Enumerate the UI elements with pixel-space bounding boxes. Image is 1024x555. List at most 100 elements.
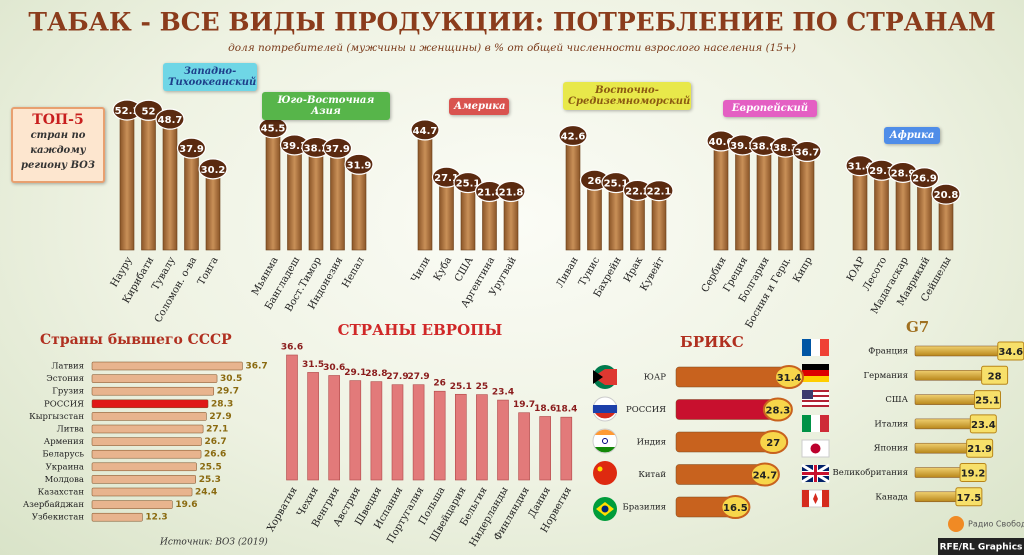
bar: [914, 467, 963, 478]
y-tick-label: Грузия: [52, 387, 84, 397]
value-label: 37.9: [179, 144, 204, 155]
value-label: 25.1: [604, 179, 629, 190]
flag: [802, 390, 829, 407]
value-label: 17.5: [957, 493, 982, 504]
value-label: 38.9: [752, 141, 777, 152]
bar: [895, 172, 911, 251]
value-label: 25.3: [199, 475, 221, 485]
g7-flags: [801, 339, 830, 508]
value-label: 27.1: [206, 425, 228, 435]
flag: [802, 364, 829, 382]
bar: [91, 500, 173, 509]
y-tick-label: Китай: [638, 470, 666, 480]
y-tick-label: Индия: [637, 438, 666, 448]
region-label: Восточно-Средиземноморский: [563, 82, 691, 110]
bar: [91, 487, 193, 497]
value-label: 26.6: [204, 450, 226, 460]
bar: [330, 147, 345, 251]
value-bubble: [749, 462, 780, 487]
flag: [802, 339, 829, 356]
bar: [91, 475, 196, 484]
y-tick-label: Германия: [864, 371, 908, 381]
bar: [565, 135, 581, 251]
value-label: 20.8: [934, 190, 959, 201]
logo-text: Радио Свобода: [968, 520, 1024, 529]
value-label: 31.5: [302, 360, 324, 370]
x-tick-label: Куба: [432, 255, 454, 283]
bar: [141, 109, 156, 251]
flag: [593, 461, 617, 485]
bar: [328, 375, 341, 481]
x-tick-label: ЮАР: [845, 255, 868, 283]
value-label: 39.1: [730, 141, 755, 152]
y-tick-label: РОССИЯ: [44, 399, 84, 409]
value-label: 22.2: [625, 186, 650, 197]
y-tick-label: Украина: [46, 462, 84, 472]
source: Источник: ВОЗ (2019): [159, 537, 268, 548]
y-tick-label: Канада: [875, 492, 908, 502]
value-bubble: [931, 183, 961, 205]
brics-flags: [592, 365, 618, 521]
bar: [91, 412, 207, 421]
y-tick-label: Япония: [874, 444, 908, 454]
value-label: 30.6: [323, 363, 345, 373]
y-tick-label: Армения: [44, 437, 84, 447]
value-label: 23.4: [971, 420, 996, 431]
value-label: 19.7: [513, 400, 535, 410]
bar: [287, 144, 302, 251]
value-label: 52.1: [115, 106, 140, 117]
bar: [91, 462, 197, 472]
value-label: 19.2: [961, 469, 986, 480]
region-label: Америка: [449, 98, 509, 115]
value-label: 38.3: [773, 143, 798, 154]
value-label: 37.9: [325, 144, 350, 155]
value-label: 28.3: [211, 399, 233, 409]
bar: [412, 384, 425, 481]
bar: [497, 399, 509, 481]
bar: [91, 437, 202, 446]
value-tag: [955, 487, 983, 507]
x-tick-label: Хорватия: [265, 485, 299, 533]
bar: [914, 394, 977, 405]
bar: [91, 424, 204, 434]
bar: [433, 390, 446, 481]
value-label: 27.9: [209, 412, 231, 422]
value-label: 26.7: [204, 437, 226, 447]
value-label: 24.4: [195, 488, 217, 498]
value-label: 18.4: [555, 405, 577, 415]
value-bubble: [176, 137, 207, 159]
x-tick-label: Тонга: [196, 255, 221, 287]
value-label: 16.5: [723, 503, 748, 514]
y-tick-label: РОССИЯ: [626, 405, 666, 415]
value-label: 28.8: [365, 369, 387, 379]
value-label: 36.7: [795, 147, 820, 158]
x-tick-label: Ливан: [555, 255, 581, 290]
value-label: 28.3: [766, 406, 791, 417]
value-label: 27: [766, 438, 780, 449]
value-label: 27.1: [434, 173, 459, 184]
bar: [205, 168, 221, 251]
value-label: 25.1: [975, 396, 1000, 407]
bar: [91, 361, 243, 371]
value-label: 31.4: [777, 373, 802, 384]
value-bubble: [155, 108, 185, 130]
value-label: 19.6: [175, 500, 197, 510]
value-bubble: [774, 365, 805, 389]
value-label: 29.7: [869, 166, 894, 177]
value-bubble: [909, 167, 940, 189]
value-label: 42.6: [561, 132, 586, 143]
value-label: 40.6: [709, 137, 734, 148]
bar: [439, 176, 454, 251]
value-label: 21.9: [967, 444, 992, 455]
value-label: 52: [142, 106, 156, 117]
value-bubble: [410, 119, 440, 141]
note-heading: ТОП-5: [32, 112, 84, 128]
chart-title: БРИКС: [680, 333, 744, 351]
chart-title: G7: [906, 318, 929, 336]
bar: [184, 147, 199, 251]
y-tick-label: США: [885, 395, 908, 405]
y-tick-label: Кыргызстан: [29, 412, 84, 422]
bar: [91, 512, 143, 522]
y-tick-label: ЮАР: [644, 373, 667, 383]
bar: [91, 449, 202, 459]
